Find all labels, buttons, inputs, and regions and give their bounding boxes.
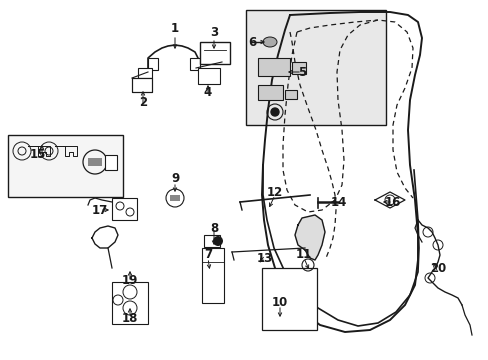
Text: 2: 2 xyxy=(139,96,147,109)
Bar xyxy=(200,42,229,64)
Text: 16: 16 xyxy=(384,195,400,208)
Bar xyxy=(105,155,117,170)
Text: 1: 1 xyxy=(171,22,179,35)
Text: 7: 7 xyxy=(203,248,212,261)
Text: 10: 10 xyxy=(271,296,287,309)
Circle shape xyxy=(270,108,279,116)
Bar xyxy=(203,235,220,247)
Bar xyxy=(262,268,316,330)
Bar xyxy=(285,90,296,99)
Text: 17: 17 xyxy=(92,203,108,216)
Text: 15: 15 xyxy=(30,148,46,162)
Bar xyxy=(112,198,137,220)
Text: 9: 9 xyxy=(170,171,179,184)
Text: 6: 6 xyxy=(247,36,256,49)
Text: 12: 12 xyxy=(266,185,283,198)
Text: 13: 13 xyxy=(256,252,273,265)
Bar xyxy=(112,282,148,324)
Text: 3: 3 xyxy=(209,26,218,39)
Text: 5: 5 xyxy=(297,66,305,78)
Bar xyxy=(88,158,102,166)
Bar xyxy=(132,78,152,92)
Text: 18: 18 xyxy=(122,311,138,324)
Bar xyxy=(198,68,220,84)
Bar xyxy=(148,58,158,70)
Text: 20: 20 xyxy=(429,261,445,274)
Bar xyxy=(258,58,289,76)
Text: 19: 19 xyxy=(122,274,138,287)
Bar xyxy=(190,58,200,70)
Bar xyxy=(170,195,180,201)
Text: 11: 11 xyxy=(295,248,311,261)
Bar xyxy=(245,10,385,125)
Bar xyxy=(258,85,283,100)
Text: 8: 8 xyxy=(209,221,218,234)
Bar xyxy=(8,135,123,197)
Polygon shape xyxy=(294,215,325,260)
Circle shape xyxy=(213,236,223,246)
Polygon shape xyxy=(374,192,404,208)
Ellipse shape xyxy=(263,37,276,47)
Bar xyxy=(202,248,224,303)
Bar xyxy=(291,62,305,74)
Polygon shape xyxy=(92,226,118,248)
Text: 14: 14 xyxy=(330,195,346,208)
Bar xyxy=(138,68,152,78)
Text: 4: 4 xyxy=(203,85,212,99)
